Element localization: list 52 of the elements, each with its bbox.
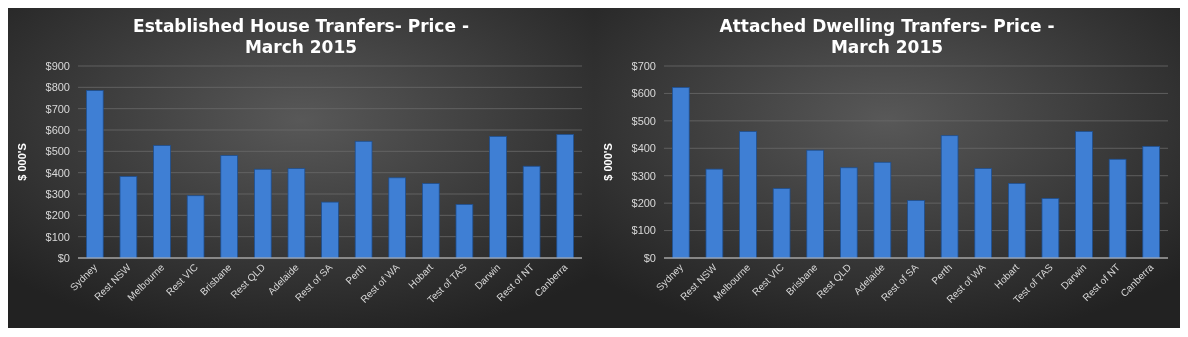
y-tick-label: $600: [631, 87, 656, 100]
bar: [422, 183, 440, 259]
bar: [705, 168, 724, 259]
bar: [806, 149, 824, 259]
y-tick-label: $500: [45, 145, 70, 158]
bar: [321, 201, 339, 259]
bar: [1075, 131, 1093, 259]
bar: [354, 140, 373, 259]
bar: [388, 177, 406, 259]
chart-title: Established House Tranfers- Price - March 2015: [133, 16, 469, 57]
y-tick-label: $900: [45, 59, 70, 72]
y-tick-label: $0: [643, 251, 656, 264]
bar: [119, 176, 138, 259]
bar: [522, 165, 541, 259]
bar: [907, 200, 925, 259]
bar: [153, 145, 171, 259]
y-tick-label: $400: [631, 142, 656, 155]
y-tick-label: $200: [45, 209, 70, 222]
y-tick-label: $200: [631, 196, 656, 209]
bar: [287, 168, 306, 259]
y-tick-label: $100: [45, 230, 70, 243]
bar: [772, 188, 791, 259]
y-axis-title: $ 000'S: [602, 143, 614, 181]
bar: [873, 161, 892, 259]
y-tick-label: $700: [631, 59, 656, 72]
y-tick-label: $800: [45, 81, 70, 94]
bar: [1008, 182, 1026, 259]
bar: [86, 90, 104, 259]
y-tick-label: $500: [631, 114, 656, 127]
chart-title: Attached Dwelling Tranfers- Price - March 2015: [719, 16, 1055, 57]
bar: [186, 195, 205, 259]
bar: [1108, 158, 1127, 259]
bar: [739, 131, 757, 259]
y-tick-label: $700: [45, 102, 70, 115]
bar: [455, 204, 474, 259]
bar: [1041, 198, 1060, 259]
bar: [489, 136, 507, 259]
bar: [940, 135, 959, 259]
y-tick-label: $600: [45, 123, 70, 136]
y-tick-label: $300: [631, 169, 656, 182]
y-tick-label: $100: [631, 224, 656, 237]
bar: [1142, 145, 1160, 259]
y-axis-title: $ 000'S: [16, 143, 28, 181]
y-tick-label: $0: [57, 251, 70, 264]
bar: [672, 86, 690, 259]
bar: [556, 134, 574, 259]
bar: [220, 155, 238, 259]
y-tick-label: $400: [45, 166, 70, 179]
bar: [840, 167, 858, 259]
bar: [254, 168, 272, 259]
y-tick-label: $300: [45, 187, 70, 200]
bar: [974, 168, 992, 259]
